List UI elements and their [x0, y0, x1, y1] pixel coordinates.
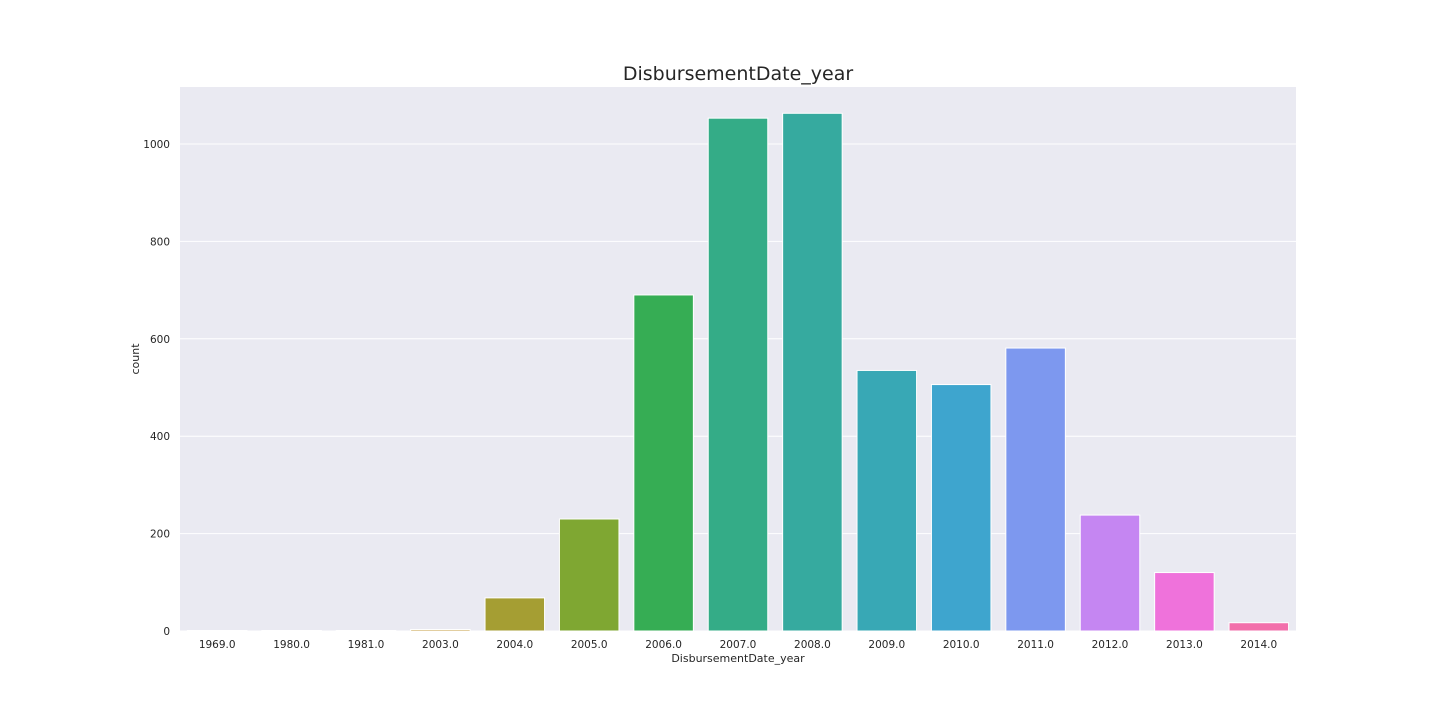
y-tick-label: 1000: [143, 139, 170, 151]
chart-title: DisbursementDate_year: [623, 63, 853, 85]
y-tick-label: 600: [150, 334, 170, 346]
x-tick-label: 2011.0: [1017, 639, 1054, 651]
x-tick-label: 1969.0: [199, 639, 236, 651]
x-tick-label: 2006.0: [645, 639, 682, 651]
x-axis-label: DisbursementDate_year: [671, 652, 805, 665]
x-tick-label: 2014.0: [1240, 639, 1277, 651]
bar-2012.0: [1079, 514, 1141, 632]
x-tick-label: 1980.0: [273, 639, 310, 651]
bar-2004.0: [484, 597, 546, 632]
x-tick-label: 2009.0: [868, 639, 905, 651]
bar-2005.0: [558, 518, 620, 632]
y-axis-label: count: [129, 343, 142, 375]
bar-2003.0: [410, 629, 471, 632]
bar-2013.0: [1154, 572, 1215, 632]
y-tick-label: 200: [150, 529, 170, 541]
y-axis-ticks: 0 200 400 600 800 1000: [143, 139, 170, 638]
x-tick-label: 2010.0: [943, 639, 980, 651]
bar-2006.0: [633, 294, 694, 632]
bar-2011.0: [1005, 347, 1066, 632]
bars: [186, 112, 1290, 632]
y-tick-label: 800: [150, 236, 170, 248]
bar-2014.0: [1228, 622, 1290, 632]
bar-2008.0: [782, 112, 843, 632]
x-tick-label: 1981.0: [348, 639, 385, 651]
x-tick-label: 2007.0: [720, 639, 757, 651]
bar-2010.0: [930, 384, 992, 632]
x-axis-ticks: 1969.0 1980.0 1981.0 2003.0 2004.0 2005.0 2006…: [199, 639, 1277, 651]
x-tick-label: 2012.0: [1092, 639, 1129, 651]
y-tick-label: 0: [163, 626, 170, 638]
x-tick-label: 2003.0: [422, 639, 459, 651]
y-tick-label: 400: [150, 431, 170, 443]
bar-2007.0: [707, 117, 769, 632]
x-tick-label: 2008.0: [794, 639, 831, 651]
x-tick-label: 2004.0: [496, 639, 533, 651]
x-tick-label: 2013.0: [1166, 639, 1203, 651]
bar-2009.0: [856, 369, 918, 632]
x-tick-label: 2005.0: [571, 639, 608, 651]
